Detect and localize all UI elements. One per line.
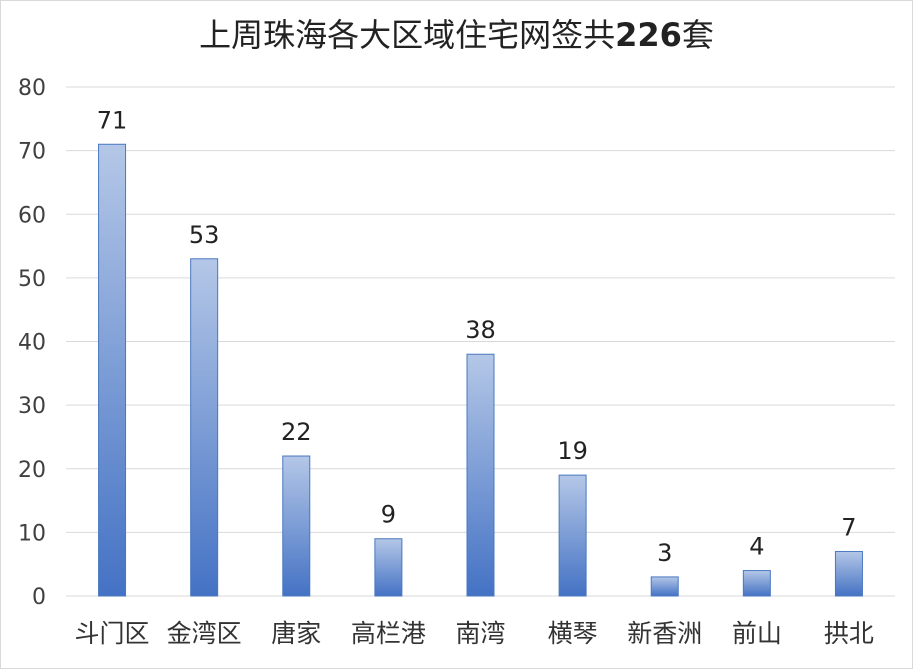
data-label: 4 [749,533,764,561]
bar [558,474,587,597]
data-label: 22 [281,418,312,446]
y-tick-label: 70 [18,140,46,165]
category-label: 高栏港 [351,619,426,648]
chart-title-prefix: 上周珠海各大区域住宅网签共 [199,16,616,54]
y-tick-label: 50 [18,267,46,292]
y-tick-label: 80 [18,76,46,101]
bar [650,576,679,597]
category-label: 金湾区 [167,619,242,648]
bar [282,455,311,597]
y-tick-label: 0 [32,585,46,610]
bars [98,143,863,597]
bar [374,538,403,597]
chart-title-suffix: 套 [681,16,714,54]
data-label: 7 [841,513,856,541]
category-label: 斗门区 [75,619,150,648]
bar [834,550,863,597]
y-tick-label: 30 [18,394,46,419]
bar [742,570,771,597]
data-label: 71 [97,106,128,134]
y-tick-label: 20 [18,458,46,483]
bar [466,353,495,597]
data-label: 9 [381,501,396,529]
category-label: 新香洲 [627,619,702,648]
bar [190,258,219,597]
data-label: 3 [657,539,672,567]
data-label: 38 [465,316,496,344]
chart-title-number: 226 [615,16,682,54]
data-label: 53 [189,221,220,249]
y-tick-label: 40 [18,331,46,356]
x-axis-categories: 斗门区 金湾区 唐家 高栏港 南湾 横琴 新香洲 前山 拱北 [75,619,874,648]
y-tick-label: 60 [18,203,46,228]
bar [98,143,127,597]
data-labels: 71 53 22 9 38 19 3 4 7 [97,106,857,567]
y-axis-ticks: 0 10 20 30 40 50 60 70 80 [18,76,46,610]
category-label: 拱北 [824,619,874,648]
chart-title: 上周珠海各大区域住宅网签共226套 [0,10,913,56]
category-label: 横琴 [548,619,598,648]
data-label: 19 [557,437,588,465]
category-label: 南湾 [455,619,505,648]
category-label: 前山 [732,619,782,648]
y-tick-label: 10 [18,521,46,546]
category-label: 唐家 [271,619,321,648]
